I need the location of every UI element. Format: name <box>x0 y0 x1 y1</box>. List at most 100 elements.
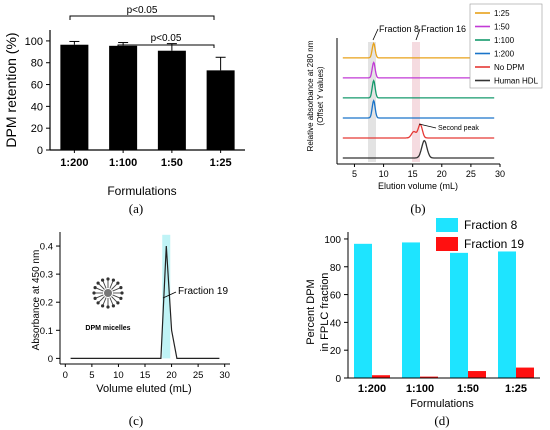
micelle-head-5 <box>101 304 105 308</box>
micelle-head-2 <box>116 301 120 305</box>
c-x-tick-label-4: 20 <box>166 370 177 381</box>
c-x-tick-label-3: 15 <box>140 370 151 381</box>
c-y-tick-label-1: 0.1 <box>40 326 53 337</box>
d-legend-swatch-0 <box>436 218 458 232</box>
a-y-tick-label-0: 0 <box>37 145 43 157</box>
a-y-tick-label-3: 60 <box>31 80 43 92</box>
a-x-ticks: 1:200 1:100 1:50 1:25 <box>60 150 232 169</box>
d-legend: Fraction 8 Fraction 19 <box>436 218 524 251</box>
c-line-0 <box>70 245 220 359</box>
panel-a: 0 20 40 60 80 100 1:200 1:100 1:50 1:25 p<0.05 p… <box>3 5 245 216</box>
c-x-axis-label: Volume eluted (mL) <box>96 383 191 395</box>
panel-c: 0 0.1 0.2 0.3 0.4 0 5 10 15 20 25 30 Fraction 19 D… <box>31 232 230 428</box>
b-annotation-fraction-16-arrow <box>415 28 421 41</box>
b-x-tick-label-0: 5 <box>352 169 357 179</box>
d-x-ticks: 1:200 1:100 1:50 1:25 <box>358 383 527 395</box>
c-y-axis-label: Absorbance at 450 nm <box>31 250 42 351</box>
micelle-icon <box>92 277 124 309</box>
a-y-tick-label-5: 100 <box>25 36 43 48</box>
a-x-axis-label: Formulations <box>107 184 176 198</box>
b-fraction-16-highlight <box>412 42 420 162</box>
panel-b: 5 10 15 20 25 30 Fraction 8 Fraction 16 Secon… <box>306 3 543 216</box>
c-series-lines <box>70 245 220 359</box>
c-annotation-fraction-19: Fraction 19 <box>178 286 228 297</box>
micelle-head-14 <box>116 281 120 285</box>
c-y-ticks: 0 0.1 0.2 0.3 0.4 <box>40 242 60 365</box>
c-x-tick-label-0: 0 <box>63 370 68 381</box>
b-annotation-fraction-8-arrow <box>372 28 379 41</box>
b-legend-label-2: 1:100 <box>494 36 515 45</box>
d-bar-1-3 <box>516 367 534 378</box>
b-legend: 1:25 1:50 1:100 1:200 No DPM Human HDL <box>475 9 539 86</box>
micelle-head-8 <box>92 291 96 295</box>
c-x-tick-label-2: 10 <box>113 370 124 381</box>
b-line-2 <box>342 79 495 99</box>
micelle-head-3 <box>111 304 115 308</box>
d-x-tick-label-0: 1:200 <box>358 383 386 395</box>
a-x-tick-label-3: 1:25 <box>210 157 232 169</box>
micelle-head-11 <box>101 278 105 282</box>
c-x-ticks: 0 5 10 15 20 25 30 <box>63 364 230 381</box>
micelle-head-0 <box>120 291 124 295</box>
d-bar-0-0 <box>354 243 372 378</box>
b-line-0 <box>342 41 495 59</box>
micelle-head-12 <box>106 277 110 281</box>
b-line-3 <box>342 99 495 119</box>
a-y-tick-label-1: 20 <box>31 123 43 135</box>
b-legend-box <box>469 3 543 89</box>
d-y-axis-label-2: in FPLC fraction <box>319 273 331 352</box>
d-bar-1-1 <box>420 376 438 378</box>
d-x-tick-label-2: 1:50 <box>457 383 479 395</box>
c-annotation-arrow <box>162 291 177 299</box>
micelle-head-1 <box>119 296 123 300</box>
b-fraction-8-highlight <box>368 42 376 162</box>
c-y-tick-label-3: 0.3 <box>40 270 53 281</box>
b-legend-label-0: 1:25 <box>494 9 510 18</box>
d-bar-1-0 <box>372 375 390 378</box>
micelle-head-10 <box>96 281 100 285</box>
micelle-head-9 <box>93 286 97 290</box>
a-panel-label: (a) <box>129 201 143 216</box>
b-line-5 <box>342 139 495 159</box>
d-x-tick-label-1: 1:100 <box>406 383 434 395</box>
d-legend-label-1: Fraction 19 <box>464 237 524 251</box>
b-line-4 <box>342 123 495 139</box>
micelle-head-13 <box>111 278 115 282</box>
d-y-axis-label: Percent DPM <box>305 279 317 344</box>
d-legend-swatch-1 <box>436 237 458 251</box>
b-x-axis-label: Elution volume (mL) <box>378 181 458 191</box>
b-x-tick-label-3: 20 <box>437 169 447 179</box>
b-annotation-second-peak-arrow <box>418 123 437 129</box>
b-x-tick-label-4: 25 <box>466 169 476 179</box>
b-series-lines <box>342 41 495 159</box>
c-y-tick-label-4: 0.4 <box>40 242 53 253</box>
b-annotation-second-peak: Second peak <box>438 125 479 132</box>
a-bar-0 <box>60 44 89 150</box>
c-y-tick-label-2: 0.2 <box>40 298 53 309</box>
b-x-tick-label-2: 15 <box>408 169 418 179</box>
c-x-tick-label-1: 5 <box>89 370 94 381</box>
b-annotation-fraction-8: Fraction 8 <box>379 24 419 34</box>
b-y-axis-label: Relative absorbance at 280 nm <box>306 40 315 151</box>
d-y-tick-label-0: 0 <box>335 374 341 385</box>
a-bars <box>60 44 235 151</box>
a-bracket-1-label: p<0.05 <box>127 5 158 16</box>
b-x-tick-label-1: 10 <box>379 169 389 179</box>
a-y-axis-label: DPM retention (%) <box>3 32 19 147</box>
b-annotation-fraction-16: Fraction 16 <box>421 24 466 34</box>
c-inset-label: DPM micelles <box>85 325 130 332</box>
d-panel-label: (d) <box>434 413 449 428</box>
a-bar-3 <box>206 70 235 150</box>
a-bracket-1 <box>69 15 215 20</box>
b-legend-label-3: 1:200 <box>494 50 515 59</box>
a-x-tick-label-1: 1:100 <box>109 157 137 169</box>
d-y-tick-label-5: 100 <box>324 235 341 246</box>
d-y-tick-label-4: 80 <box>330 263 342 274</box>
d-bar-1-2 <box>468 371 486 378</box>
panel-d: 0 20 40 60 80 100 1:200 1:100 1:50 1:25 Fraction… <box>305 218 540 428</box>
d-legend-label-0: Fraction 8 <box>464 218 518 232</box>
micelle-head-7 <box>93 296 97 300</box>
d-bar-0-1 <box>402 242 420 378</box>
d-y-tick-label-2: 40 <box>330 318 342 329</box>
